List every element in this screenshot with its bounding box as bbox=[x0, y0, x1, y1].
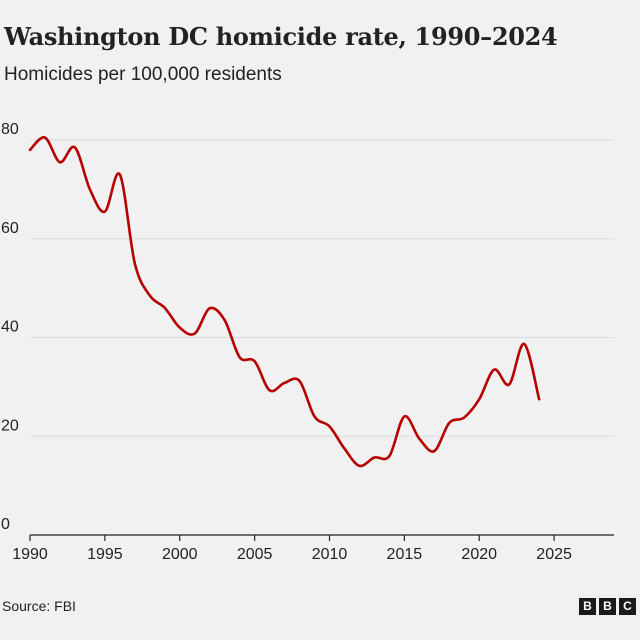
chart-title: Washington DC homicide rate, 1990–2024 bbox=[4, 22, 558, 51]
x-tick-label-2025: 2025 bbox=[536, 546, 572, 563]
chart-subtitle: Homicides per 100,000 residents bbox=[4, 64, 282, 85]
y-tick-label-0: 0 bbox=[1, 516, 10, 533]
x-tick-label-2000: 2000 bbox=[162, 546, 198, 563]
y-tick-label-60: 60 bbox=[1, 220, 19, 237]
logo-letter-c: C bbox=[619, 598, 636, 615]
series-line-0 bbox=[28, 136, 541, 468]
x-tick-label-2020: 2020 bbox=[461, 546, 497, 563]
x-tick-label-2010: 2010 bbox=[312, 546, 348, 563]
y-tick-label-80: 80 bbox=[1, 121, 19, 138]
line-chart: 0 20 40 60 80 1990 1995 2000 2005 2010 2015 2020 202… bbox=[1, 121, 614, 563]
x-tick-label-1990: 1990 bbox=[12, 546, 48, 563]
x-tick-label-2015: 2015 bbox=[387, 546, 423, 563]
y-tick-label-20: 20 bbox=[1, 417, 19, 434]
y-tick-label-40: 40 bbox=[1, 319, 19, 336]
source-note: Source: FBI bbox=[2, 598, 76, 614]
x-tick-label-1995: 1995 bbox=[87, 546, 123, 563]
bbc-logo: B B C bbox=[579, 598, 636, 615]
logo-letter-b2: B bbox=[599, 598, 616, 615]
x-tick-label-2005: 2005 bbox=[237, 546, 273, 563]
logo-letter-b1: B bbox=[579, 598, 596, 615]
